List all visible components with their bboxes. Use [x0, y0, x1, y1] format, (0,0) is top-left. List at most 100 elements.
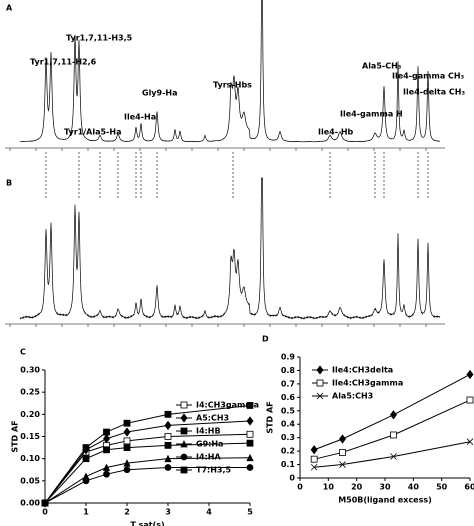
- legend-label: I4:CH3gamma: [196, 401, 259, 410]
- marker: [123, 437, 131, 445]
- marker: [41, 499, 49, 507]
- marker: [103, 434, 110, 444]
- x-tick-label: 10: [323, 483, 335, 492]
- marker: [466, 369, 474, 380]
- peak-label: Tyr1/Ala5-Ha: [64, 128, 121, 137]
- panel-label: A: [6, 4, 13, 13]
- spectrum: [19, 0, 441, 143]
- marker: [164, 410, 172, 418]
- y-tick-label: 0.20: [20, 410, 40, 419]
- marker: [246, 402, 254, 409]
- x-tick-label: 60: [464, 483, 474, 492]
- legend-marker: [316, 392, 324, 400]
- marker: [164, 433, 172, 440]
- marker: [164, 420, 172, 431]
- x-tick-label: 30: [379, 483, 391, 492]
- series-line: [44, 420, 251, 504]
- legend-marker: [316, 379, 324, 387]
- legend-label: I4:HB: [196, 427, 221, 436]
- marker: [339, 449, 346, 456]
- marker: [246, 430, 254, 438]
- legend-marker: [180, 453, 188, 461]
- legend-marker: [180, 427, 188, 435]
- peak-label: Ala5-CH₃: [362, 62, 402, 71]
- legend-marker: [180, 401, 188, 409]
- legend-label: Ala5:CH3: [332, 392, 373, 401]
- x-tick-label: 3: [165, 508, 171, 517]
- y-tick-label: 0.10: [20, 454, 40, 463]
- y-tick-label: 0.30: [20, 366, 40, 375]
- marker: [103, 446, 110, 454]
- peak-label: Ile4- Hb: [318, 128, 354, 137]
- marker: [339, 461, 346, 468]
- y-tick-label: 0.6: [281, 393, 296, 402]
- legend-label: G9:Ha: [196, 440, 223, 449]
- y-tick-label: 0.2: [281, 447, 295, 456]
- y-tick-label: 0.5: [281, 406, 296, 415]
- series-line: [313, 374, 471, 451]
- y-tick-label: 0.1: [281, 460, 296, 469]
- peak-label: Tyrs-Hbs: [213, 81, 252, 90]
- legend-label: T7:H3,5: [196, 466, 232, 475]
- marker: [246, 439, 254, 447]
- marker: [310, 445, 318, 455]
- marker: [390, 410, 397, 420]
- marker: [310, 455, 318, 463]
- x-tick-label: 5: [247, 508, 253, 517]
- x-tick-label: 20: [351, 483, 363, 492]
- marker: [123, 459, 131, 467]
- peak-label: Tyr1,7,11-H3,5: [66, 34, 133, 43]
- legend-marker: [180, 413, 188, 423]
- x-tick-label: 40: [408, 483, 420, 492]
- x-tick-label: 4: [206, 508, 212, 517]
- marker: [246, 464, 254, 471]
- marker: [102, 463, 111, 471]
- marker: [82, 477, 90, 485]
- y-tick-label: 0.9: [281, 353, 296, 362]
- marker: [123, 427, 131, 437]
- x-axis-label: T sat(s): [130, 521, 164, 526]
- panel-label: C: [20, 348, 26, 357]
- peak-label: Tyr1,7,11-H2,6: [30, 58, 97, 67]
- marker: [164, 441, 172, 449]
- series-line: [314, 399, 471, 460]
- marker: [164, 464, 172, 471]
- y-tick-label: 0.00: [20, 499, 40, 508]
- series-line: [314, 441, 471, 468]
- marker: [82, 444, 90, 451]
- panel-label: B: [6, 179, 12, 188]
- y-tick-label: 0.05: [20, 476, 40, 485]
- marker: [82, 455, 90, 463]
- y-tick-label: 0: [289, 474, 295, 483]
- marker: [466, 396, 474, 404]
- x-tick-label: 50: [436, 483, 448, 492]
- series-line: [44, 433, 251, 504]
- marker: [123, 466, 131, 474]
- legend-label: Ile4:CH3delta: [332, 366, 393, 375]
- x-tick-label: 2: [124, 508, 130, 517]
- y-axis-label: STD AF: [11, 420, 20, 452]
- y-axis-label: STD AF: [266, 401, 275, 433]
- legend-label: A5:CH3: [196, 414, 229, 423]
- marker: [390, 453, 397, 460]
- legend-label: I4:HA: [196, 453, 221, 462]
- marker: [123, 419, 131, 427]
- y-tick-label: 0.15: [20, 432, 40, 441]
- x-tick-label: 0: [297, 483, 303, 492]
- marker: [246, 453, 254, 462]
- marker: [103, 428, 110, 436]
- y-tick-label: 0.25: [20, 388, 40, 397]
- legend-marker: [316, 365, 324, 375]
- legend-label: Ile4:CH3gamma: [332, 379, 403, 388]
- y-tick-label: 0.7: [281, 379, 295, 388]
- x-axis-label: M50B(ligand excess): [338, 496, 432, 505]
- panel-label: D: [262, 335, 269, 344]
- marker: [466, 438, 474, 445]
- legend-marker: [180, 440, 188, 448]
- marker: [164, 454, 172, 463]
- peak-label: Ile4-delta CH₃: [403, 88, 466, 97]
- legend-marker: [180, 466, 188, 474]
- spectrum: [19, 177, 441, 320]
- marker: [123, 444, 131, 451]
- x-tick-label: 0: [42, 508, 48, 517]
